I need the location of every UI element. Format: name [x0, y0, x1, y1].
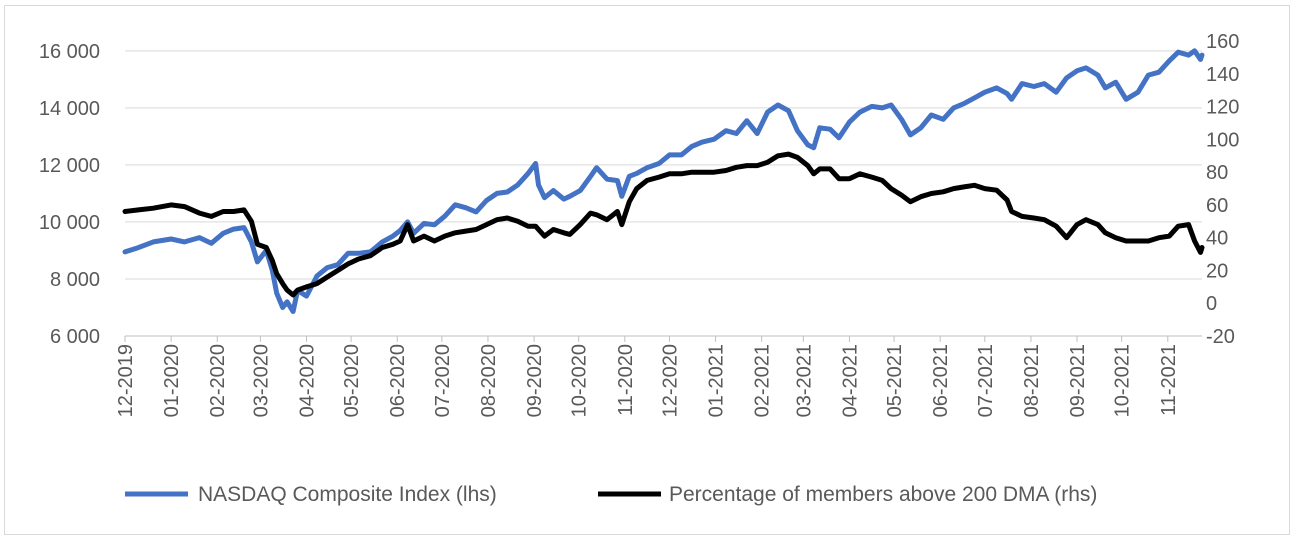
right-tick-label: -20: [1206, 326, 1235, 348]
right-tick-label: 20: [1206, 260, 1228, 282]
left-tick-label: 16 000: [39, 41, 100, 63]
x-tick-label: 07-2021: [975, 344, 997, 417]
x-tick-label: 10-2020: [569, 344, 591, 417]
gridlines: [125, 50, 1202, 337]
right-tick-label: 80: [1206, 162, 1228, 184]
x-tick-label: 12-2019: [115, 344, 137, 417]
x-axis: 12-2019 01-2020 02-2020 03-2020 04-2020 05-20…: [115, 336, 1180, 417]
right-tick-label: 40: [1206, 228, 1228, 250]
x-tick-label: 06-2020: [387, 344, 409, 417]
x-tick-label: 03-2020: [250, 344, 272, 417]
chart-frame: [4, 5, 1290, 535]
series-line-2: [122, 151, 1205, 298]
right-tick-label: 120: [1206, 97, 1239, 119]
x-tick-label: 09-2020: [524, 344, 546, 417]
x-tick-label: 11-2021: [1158, 344, 1180, 416]
legend-label: Percentage of members above 200 DMA (rhs…: [669, 483, 1097, 506]
series-line-1: [122, 48, 1205, 314]
right-tick-label: 140: [1206, 64, 1239, 86]
series-lines: [122, 48, 1205, 314]
left-tick-label: 14 000: [39, 98, 100, 120]
left-tick-label: 6 000: [50, 326, 100, 348]
legend: NASDAQ Composite Index (lhs) Percentage o…: [125, 483, 1097, 506]
left-tick-label: 10 000: [39, 212, 100, 234]
x-tick-label: 10-2021: [1112, 344, 1134, 417]
x-tick-label: 04-2020: [296, 344, 318, 417]
right-tick-label: 100: [1206, 129, 1239, 151]
left-tick-label: 8 000: [50, 269, 100, 291]
right-tick-label: 0: [1206, 293, 1217, 315]
x-tick-label: 01-2021: [706, 344, 728, 417]
right-tick-label: 160: [1206, 31, 1239, 53]
x-tick-label: 03-2021: [793, 344, 815, 417]
left-tick-label: 12 000: [39, 155, 100, 177]
x-tick-label: 05-2020: [341, 344, 363, 417]
right-axis: -20 0 20 40 60 80 100 120 140 160: [1206, 31, 1239, 348]
x-tick-label: 02-2020: [207, 344, 229, 417]
right-tick-label: 60: [1206, 195, 1228, 217]
x-tick-label: 06-2021: [930, 344, 952, 417]
x-tick-label: 11-2020: [615, 344, 637, 416]
x-tick-label: 02-2021: [752, 344, 774, 417]
left-axis: 6 000 8 000 10 000 12 000 14 000 16 000: [39, 41, 100, 348]
x-tick-label: 09-2021: [1067, 344, 1089, 417]
x-tick-label: 07-2020: [432, 344, 454, 417]
x-tick-label: 04-2021: [839, 344, 861, 417]
x-tick-label: 08-2021: [1021, 344, 1043, 417]
x-tick-label: 01-2020: [161, 344, 183, 417]
x-tick-label: 12-2020: [659, 344, 681, 417]
x-tick-label: 05-2021: [884, 344, 906, 417]
x-tick-label: 08-2020: [478, 344, 500, 417]
legend-label: NASDAQ Composite Index (lhs): [198, 483, 497, 506]
